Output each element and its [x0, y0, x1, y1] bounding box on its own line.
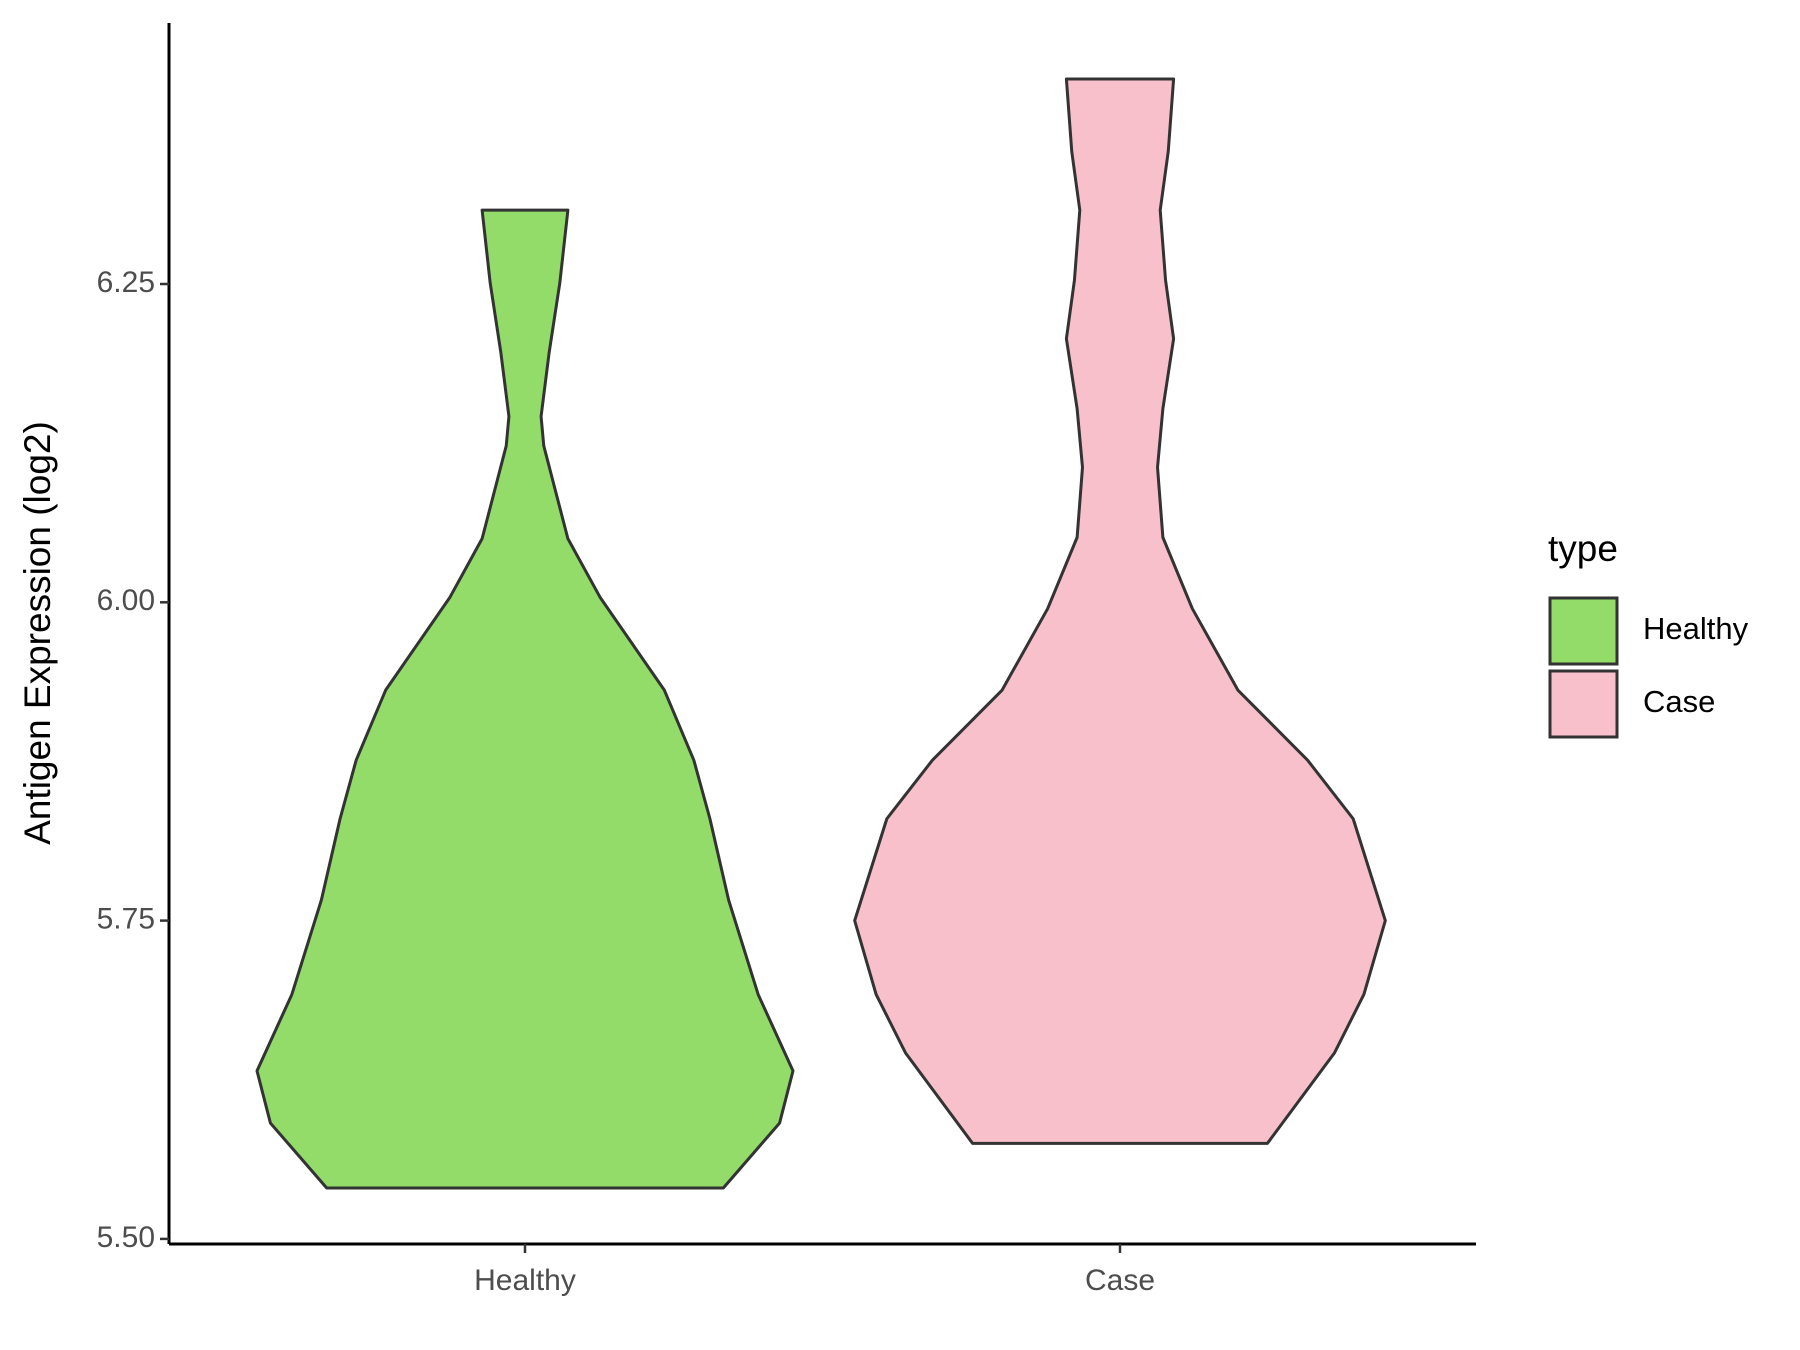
legend-key [1548, 669, 1619, 739]
violin-half [1120, 77, 1387, 1145]
legend-label: Case [1643, 684, 1715, 719]
y-tick-label: 6.25 [97, 266, 155, 299]
legend-title: type [1548, 528, 1618, 569]
x-tick-label: Healthy [474, 1264, 576, 1297]
violin-half [853, 77, 1120, 1145]
y-tick-label: 5.75 [97, 903, 155, 936]
legend-key [1548, 596, 1619, 666]
x-tick-label: Case [1085, 1264, 1155, 1297]
violin-half [525, 208, 795, 1190]
y-axis-title: Antigen Expression (log2) [17, 421, 58, 845]
y-tick-label: 5.50 [97, 1221, 155, 1254]
legend-label: Healthy [1643, 611, 1749, 646]
y-tick-label: 6.00 [97, 584, 155, 617]
violin-half [255, 208, 525, 1190]
